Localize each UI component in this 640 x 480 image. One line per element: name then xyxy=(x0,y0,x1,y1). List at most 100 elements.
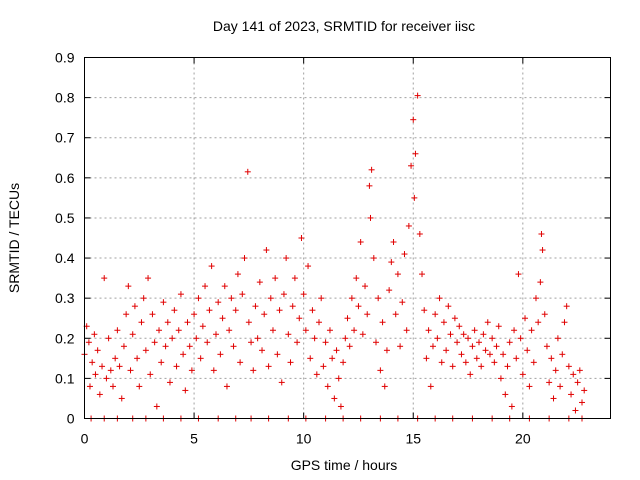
data-point xyxy=(344,315,351,322)
data-point xyxy=(142,347,149,354)
data-point xyxy=(226,327,233,334)
data-point xyxy=(92,371,99,378)
data-point xyxy=(390,239,397,246)
data-point xyxy=(572,407,579,414)
data-point xyxy=(491,359,498,366)
data-point xyxy=(552,367,559,374)
data-point xyxy=(403,327,410,334)
data-point xyxy=(565,363,572,370)
data-point xyxy=(169,335,176,342)
data-point xyxy=(423,355,430,362)
data-point xyxy=(186,343,193,350)
data-point xyxy=(311,335,318,342)
data-point xyxy=(171,307,178,314)
data-point xyxy=(274,351,281,358)
data-point xyxy=(438,359,445,366)
data-point xyxy=(451,315,458,322)
data-point xyxy=(289,303,296,310)
x-axis-label: GPS time / hours xyxy=(291,457,398,473)
data-point xyxy=(522,315,529,322)
data-point xyxy=(526,383,533,390)
data-point xyxy=(250,367,257,374)
data-point xyxy=(322,339,329,346)
data-point xyxy=(140,295,147,302)
data-point xyxy=(285,331,292,338)
data-point xyxy=(458,351,465,358)
data-point xyxy=(486,351,493,358)
data-point xyxy=(353,275,360,282)
data-point xyxy=(535,319,542,326)
data-point xyxy=(548,355,555,362)
data-point xyxy=(489,335,496,342)
data-point xyxy=(530,359,537,366)
data-point xyxy=(151,339,158,346)
data-point xyxy=(405,222,412,229)
data-point xyxy=(543,343,550,350)
data-point xyxy=(302,327,309,334)
data-point xyxy=(276,307,283,314)
data-point xyxy=(153,403,160,410)
data-point xyxy=(188,367,195,374)
data-point xyxy=(105,335,112,342)
data-point xyxy=(160,299,167,306)
data-point xyxy=(136,383,143,390)
data-point xyxy=(429,343,436,350)
data-point xyxy=(397,343,404,350)
data-point xyxy=(175,327,182,334)
data-point xyxy=(156,327,163,334)
x-tick-label: 20 xyxy=(515,431,531,447)
data-point xyxy=(199,323,206,330)
data-point xyxy=(313,371,320,378)
data-point xyxy=(272,275,279,282)
data-point xyxy=(447,331,454,338)
data-point xyxy=(177,291,184,298)
data-point xyxy=(91,331,98,338)
data-point xyxy=(359,331,366,338)
data-point xyxy=(414,92,421,99)
data-point xyxy=(445,303,452,310)
data-point xyxy=(269,327,276,334)
data-point xyxy=(377,367,384,374)
data-point xyxy=(528,327,535,334)
data-point xyxy=(89,359,96,366)
x-tick-label: 0 xyxy=(81,431,89,447)
data-point xyxy=(138,319,145,326)
data-point xyxy=(427,383,434,390)
data-point xyxy=(355,303,362,310)
data-point xyxy=(164,319,171,326)
grid-lines xyxy=(84,57,611,419)
y-tick-label: 0.3 xyxy=(55,290,75,306)
data-point xyxy=(131,303,138,310)
data-point xyxy=(182,387,189,394)
data-point xyxy=(357,239,364,246)
data-point xyxy=(298,235,305,241)
data-point xyxy=(147,371,154,378)
y-tick-label: 0.7 xyxy=(55,130,75,146)
data-point xyxy=(410,116,417,123)
data-point xyxy=(366,182,373,189)
data-point xyxy=(364,311,371,318)
data-point xyxy=(370,255,377,262)
data-point xyxy=(513,355,520,362)
data-point xyxy=(375,295,382,302)
data-point xyxy=(368,166,375,173)
data-point xyxy=(541,311,548,318)
data-point xyxy=(291,275,298,282)
data-point xyxy=(454,339,461,346)
data-point xyxy=(230,343,237,350)
data-point xyxy=(223,383,230,390)
data-point xyxy=(125,283,132,290)
y-tick-label: 0.9 xyxy=(55,50,75,66)
data-point xyxy=(149,311,156,318)
data-point xyxy=(342,335,349,342)
data-point xyxy=(287,359,294,366)
data-point xyxy=(346,343,353,350)
axis-tick-labels: 0 0.1 0.2 0.3 0.4 0.5 0.6 0.7 0.8 0.9 0 5 10 15 20 xyxy=(55,50,531,447)
data-point xyxy=(362,283,369,290)
data-point xyxy=(145,275,152,282)
data-point xyxy=(241,255,248,262)
data-point xyxy=(335,375,342,382)
data-point xyxy=(127,367,134,374)
chart-title: Day 141 of 2023, SRMTID for receiver iis… xyxy=(213,18,475,34)
